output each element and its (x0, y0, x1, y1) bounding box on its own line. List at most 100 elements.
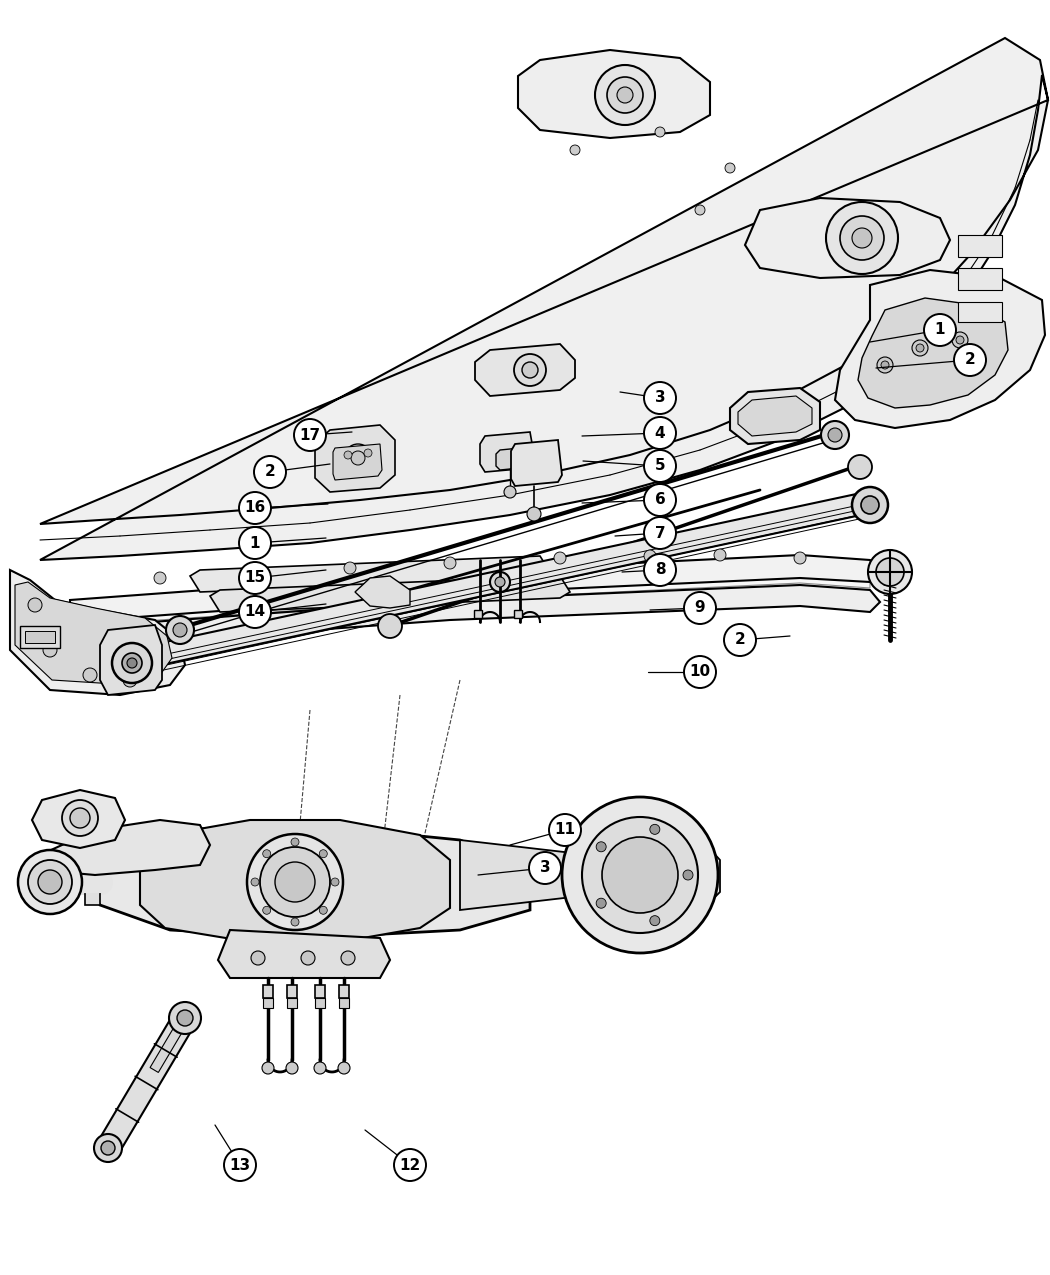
Circle shape (123, 673, 136, 687)
Polygon shape (262, 986, 273, 998)
Circle shape (582, 817, 698, 933)
Text: 3: 3 (540, 861, 550, 876)
Polygon shape (218, 929, 390, 978)
Polygon shape (339, 986, 349, 998)
Circle shape (644, 450, 676, 482)
Polygon shape (120, 490, 882, 672)
Text: 2: 2 (965, 352, 975, 367)
Polygon shape (32, 790, 125, 848)
Circle shape (28, 598, 42, 612)
Circle shape (877, 357, 892, 374)
Circle shape (291, 918, 299, 926)
Circle shape (924, 314, 956, 346)
Polygon shape (315, 425, 395, 492)
Circle shape (852, 487, 888, 523)
Polygon shape (150, 1016, 189, 1072)
Polygon shape (25, 631, 55, 643)
Circle shape (861, 496, 879, 514)
Circle shape (650, 825, 659, 834)
Circle shape (840, 215, 884, 260)
Circle shape (684, 657, 716, 688)
Circle shape (239, 562, 271, 594)
Circle shape (644, 555, 676, 586)
Polygon shape (98, 1012, 195, 1154)
Polygon shape (287, 986, 297, 998)
Polygon shape (333, 444, 382, 479)
Circle shape (294, 419, 325, 451)
Polygon shape (858, 298, 1008, 408)
Circle shape (607, 76, 643, 113)
Text: 9: 9 (695, 601, 706, 616)
Polygon shape (738, 397, 812, 436)
Text: 16: 16 (245, 501, 266, 515)
Circle shape (314, 1062, 326, 1074)
Polygon shape (262, 998, 273, 1009)
Circle shape (444, 557, 456, 569)
Polygon shape (835, 270, 1045, 428)
Circle shape (549, 813, 581, 847)
Polygon shape (572, 830, 720, 921)
Circle shape (378, 615, 402, 638)
Text: 7: 7 (655, 525, 666, 541)
Polygon shape (511, 440, 562, 486)
Polygon shape (70, 585, 880, 648)
Circle shape (173, 623, 187, 638)
Polygon shape (730, 388, 820, 444)
Polygon shape (190, 556, 550, 592)
Circle shape (916, 344, 924, 352)
Polygon shape (140, 820, 450, 942)
Circle shape (344, 444, 372, 472)
Circle shape (251, 951, 265, 965)
Polygon shape (315, 986, 326, 998)
Polygon shape (72, 560, 870, 626)
Circle shape (319, 849, 328, 858)
Circle shape (868, 550, 912, 594)
Polygon shape (496, 448, 524, 470)
Circle shape (101, 1141, 116, 1155)
Polygon shape (339, 998, 349, 1009)
Polygon shape (958, 268, 1002, 289)
Polygon shape (40, 820, 210, 875)
Circle shape (596, 898, 606, 908)
Circle shape (952, 332, 968, 348)
Polygon shape (958, 302, 1002, 323)
Circle shape (43, 643, 57, 657)
Circle shape (876, 558, 904, 587)
Circle shape (291, 838, 299, 847)
Circle shape (344, 562, 356, 574)
Circle shape (319, 907, 328, 914)
Text: 13: 13 (230, 1158, 251, 1173)
Text: 11: 11 (554, 822, 575, 838)
Circle shape (62, 799, 98, 836)
Text: 5: 5 (655, 459, 666, 473)
Circle shape (504, 486, 516, 499)
Circle shape (364, 449, 372, 456)
Circle shape (38, 870, 62, 894)
Polygon shape (474, 609, 482, 618)
Circle shape (570, 145, 580, 156)
Polygon shape (958, 235, 1002, 258)
Circle shape (169, 1002, 201, 1034)
Circle shape (724, 623, 756, 657)
Circle shape (262, 907, 271, 914)
Circle shape (682, 870, 693, 880)
Polygon shape (10, 570, 185, 695)
Circle shape (514, 354, 546, 386)
Circle shape (562, 797, 718, 952)
Polygon shape (287, 998, 297, 1009)
Circle shape (338, 1062, 350, 1074)
Circle shape (522, 362, 538, 377)
Circle shape (495, 578, 505, 586)
Circle shape (83, 668, 97, 682)
Circle shape (684, 592, 716, 623)
Circle shape (262, 1062, 274, 1074)
Polygon shape (210, 576, 570, 612)
Text: 17: 17 (299, 427, 320, 442)
Circle shape (644, 550, 656, 562)
Circle shape (28, 861, 72, 904)
Circle shape (251, 878, 259, 886)
Circle shape (70, 808, 90, 827)
Circle shape (94, 1133, 122, 1162)
Circle shape (695, 205, 705, 215)
Circle shape (617, 87, 633, 103)
